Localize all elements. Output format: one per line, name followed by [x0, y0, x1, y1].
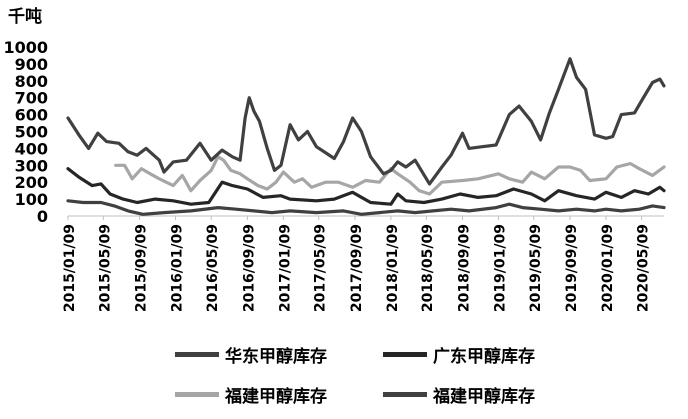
x-tick-label: 2019/05/09 [528, 224, 544, 312]
legend-swatch [175, 391, 219, 397]
y-tick-label: 700 [15, 89, 48, 108]
y-tick-label: 100 [15, 190, 48, 209]
x-tick-label: 2019/09/09 [564, 224, 580, 312]
legend-swatch [383, 351, 427, 357]
x-tick-label: 2016/09/09 [241, 224, 257, 312]
x-axis: 2015/01/09 2015/05/09 2015/09/09 2016/01/09… [62, 215, 664, 312]
series-line-3 [66, 199, 666, 216]
x-tick-label: 2018/01/09 [385, 224, 401, 312]
unit-label: 千吨 [8, 6, 42, 27]
series-layer [66, 57, 666, 216]
legend-item: 福建甲醇库存 [175, 381, 327, 407]
x-tick-label: 2019/01/09 [492, 224, 508, 312]
y-tick-label: 0 [37, 207, 48, 226]
legend-swatch [175, 351, 219, 357]
x-tick-label: 2018/09/09 [456, 224, 472, 312]
legend: 华东甲醇库存 广东甲醇库存 福建甲醇库存 福建甲醇库存 [0, 335, 688, 415]
legend-label: 华东甲醇库存 [225, 346, 327, 367]
series-line-2 [114, 155, 666, 196]
y-tick-label: 600 [15, 106, 48, 125]
y-tick-label: 400 [15, 139, 48, 158]
legend-item: 福建甲醇库存 [383, 381, 535, 407]
legend-label: 福建甲醇库存 [225, 386, 327, 407]
series-line-1 [66, 167, 666, 206]
legend-label: 广东甲醇库存 [433, 346, 535, 367]
y-tick-label: 1000 [3, 38, 48, 57]
x-tick-label: 2017/09/09 [349, 224, 365, 312]
x-tick-label: 2020/01/09 [600, 224, 616, 312]
x-tick-label: 2017/05/09 [313, 224, 329, 312]
x-tick-label: 2015/01/09 [62, 224, 78, 312]
y-tick-label: 800 [15, 72, 48, 91]
x-tick-label: 2015/05/09 [97, 224, 113, 312]
x-tick-label: 2017/01/09 [277, 224, 293, 312]
y-tick-label: 300 [15, 156, 48, 175]
series-line-0 [66, 57, 666, 186]
x-tick-label: 2015/09/09 [134, 224, 150, 312]
y-tick-label: 500 [15, 123, 48, 142]
x-tick-label: 2018/05/09 [420, 224, 436, 312]
legend-label: 福建甲醇库存 [433, 386, 535, 407]
x-tick-label: 2020/05/09 [636, 224, 652, 312]
x-tick-label: 2016/05/09 [205, 224, 221, 312]
x-tick-label: 2016/01/09 [170, 224, 186, 312]
y-tick-label: 200 [15, 173, 48, 192]
legend-item: 广东甲醇库存 [383, 341, 535, 367]
legend-swatch [383, 391, 427, 397]
legend-item: 华东甲醇库存 [175, 341, 327, 367]
y-tick-label: 900 [15, 55, 48, 74]
